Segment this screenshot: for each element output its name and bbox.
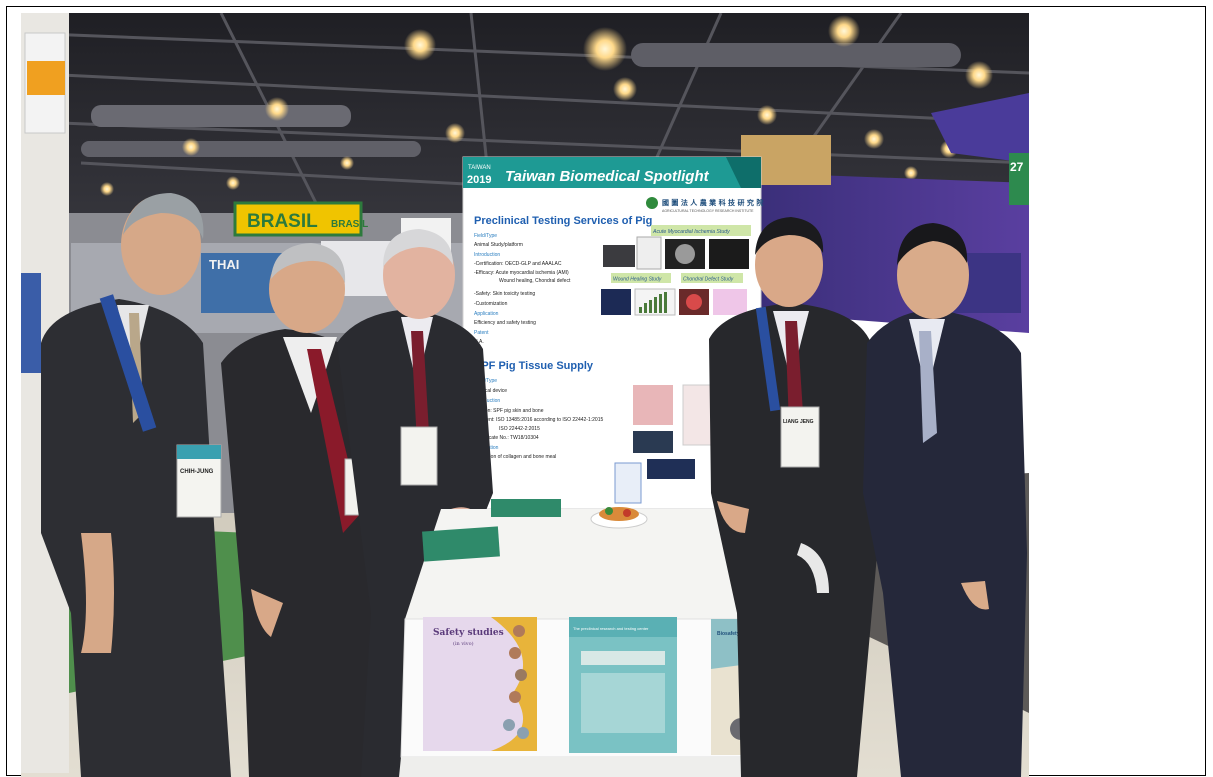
thai-sign-text: THAI	[209, 257, 239, 272]
air-duct	[91, 105, 351, 127]
flyer-research-center: The preclinical research and testing cen…	[569, 617, 677, 753]
brochure-stack	[422, 526, 500, 562]
poster-line: Application	[474, 311, 499, 317]
brasil-sign: BRASIL BRASIL	[233, 201, 368, 237]
poster-section1-text: Field/Type Animal Study/platform Introdu…	[474, 233, 571, 345]
flyer-safety-studies: Safety studies (in vivo)	[423, 617, 537, 751]
ami-image	[709, 239, 749, 269]
ami-label: Acute Myocardial Ischemia Study	[652, 229, 730, 235]
flyer-left-title: Safety studies	[433, 628, 504, 638]
chair	[797, 543, 829, 593]
person-third-left	[337, 229, 493, 777]
flyer-left-sub: (in vivo)	[453, 640, 474, 647]
poster-line: -Customization	[474, 301, 508, 307]
chondral-label: Chondral Defect Study	[683, 277, 734, 283]
chondral-image-joint	[686, 294, 702, 310]
poster-line: -Option: SPF pig skin and bone	[474, 408, 544, 414]
tissue-image	[633, 385, 673, 425]
person-second-right: LIANG JENG	[709, 217, 879, 777]
green-sign	[1009, 153, 1029, 205]
poster-line: Wound healing, Chondral defect	[499, 278, 571, 284]
poster-line: -Safety: Skin toxicity testing	[474, 291, 535, 297]
badge-left-name: CHIH-JUNG	[180, 469, 214, 475]
wound-image	[601, 289, 631, 315]
poster-section1-title: Preclinical Testing Services of Pig	[474, 215, 652, 227]
ami-label-box	[651, 225, 751, 236]
poster-line: Introduction	[474, 398, 500, 404]
poster-line: Introduction	[474, 252, 500, 258]
poster-year-top: TAIWAN	[468, 165, 491, 171]
poster-banner-title: Taiwan Biomedical Spotlight	[505, 168, 710, 185]
brasil-sign-text-right: BRASIL	[331, 219, 368, 230]
flyer-center-title: The preclinical research and testing cen…	[573, 626, 649, 631]
poster-line: -Certification: OECD-GLP and AAALAC	[474, 261, 562, 267]
poster-line: Field/Type	[474, 378, 497, 384]
poster-line: N.A.	[474, 339, 484, 345]
tissue-image	[647, 459, 695, 479]
poster-line: Efficiency and safety testing	[474, 320, 536, 326]
poster-banner-accent	[726, 157, 761, 188]
poster-line: Field/Type	[474, 233, 497, 239]
poster-org-name: 國 圖 法 人 農 業 科 技 研 究 院	[662, 198, 763, 207]
person-far-right	[863, 223, 1027, 777]
air-duct	[631, 43, 961, 67]
wound-label: Wound Healing Study	[613, 277, 662, 283]
poster-line: ISO 22442-2:2015	[499, 426, 540, 432]
qr-standee	[614, 462, 642, 504]
left-pillar-orange	[27, 61, 65, 95]
snack-food	[599, 507, 639, 521]
page-frame: BRASIL BRASIL THAI 27 TAIWAN	[6, 6, 1206, 777]
poster-line: -Certificate No.: TW18/10304	[474, 435, 539, 441]
badge-right	[780, 406, 820, 468]
chondral-image	[713, 289, 747, 315]
ami-image	[636, 236, 662, 270]
wound-label-box	[611, 273, 671, 283]
ami-image-heart	[675, 244, 695, 264]
person-second-left	[221, 243, 389, 777]
person-far-left: CHIH-JUNG	[41, 193, 231, 777]
org-logo-icon	[646, 197, 658, 209]
purple-banner	[931, 93, 1029, 163]
green-sign-number: 27	[1010, 160, 1024, 174]
poster-banner	[463, 157, 761, 188]
poster-line: Patent	[474, 330, 489, 336]
badge-third	[400, 426, 438, 486]
chondral-label-box	[681, 273, 743, 283]
wound-bar-chart	[639, 292, 667, 313]
ami-image	[603, 245, 635, 267]
poster-year-bottom: 2019	[467, 174, 491, 186]
ceiling-lights	[100, 15, 993, 196]
brochure-stack	[491, 499, 561, 517]
left-pillar-blue	[21, 273, 41, 373]
badge-right-name: LIANG JENG	[783, 419, 814, 425]
tissue-image	[633, 431, 673, 453]
poster-line: -Efficacy: Acute myocardial ischemia (AM…	[474, 270, 569, 276]
poster-org-sub: AGRICULTURAL TECHNOLOGY RESEARCH INSTITU…	[662, 209, 754, 213]
poster-line: Medical device	[474, 388, 507, 394]
conference-booth-photo: BRASIL BRASIL THAI 27 TAIWAN	[21, 13, 1029, 777]
air-duct	[81, 141, 421, 157]
poster-line: Extraction of collagen and bone meal	[474, 454, 556, 460]
poster-section2-title: SPF Pig Tissue Supply	[474, 360, 594, 372]
poster-line: -Content: ISO 13485:2016 according to IS…	[474, 417, 603, 423]
brasil-sign-text-left: BRASIL	[247, 211, 318, 232]
poster-line: Animal Study/platform	[474, 242, 523, 248]
